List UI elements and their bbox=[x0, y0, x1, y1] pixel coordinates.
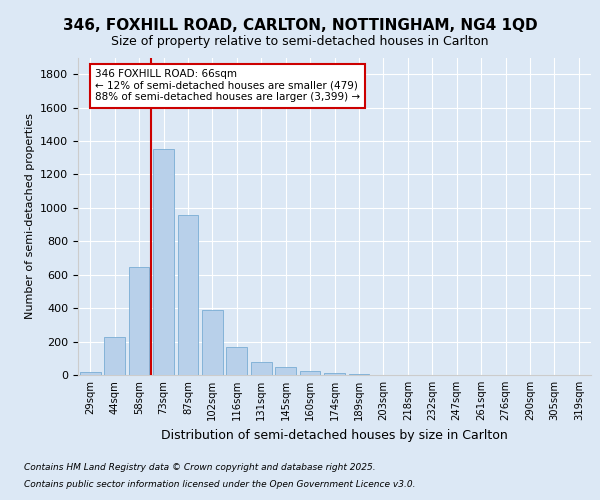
Bar bbox=[202, 310, 223, 375]
Text: 346 FOXHILL ROAD: 66sqm
← 12% of semi-detached houses are smaller (479)
88% of s: 346 FOXHILL ROAD: 66sqm ← 12% of semi-de… bbox=[95, 69, 360, 102]
Bar bbox=[128, 267, 149, 375]
Y-axis label: Number of semi-detached properties: Number of semi-detached properties bbox=[25, 114, 35, 320]
Bar bbox=[275, 366, 296, 375]
Text: 346, FOXHILL ROAD, CARLTON, NOTTINGHAM, NG4 1QD: 346, FOXHILL ROAD, CARLTON, NOTTINGHAM, … bbox=[62, 18, 538, 32]
X-axis label: Distribution of semi-detached houses by size in Carlton: Distribution of semi-detached houses by … bbox=[161, 428, 508, 442]
Text: Contains HM Land Registry data © Crown copyright and database right 2025.: Contains HM Land Registry data © Crown c… bbox=[24, 464, 376, 472]
Text: Size of property relative to semi-detached houses in Carlton: Size of property relative to semi-detach… bbox=[111, 35, 489, 48]
Bar bbox=[178, 216, 199, 375]
Bar bbox=[80, 372, 101, 375]
Bar bbox=[226, 346, 247, 375]
Bar bbox=[153, 150, 174, 375]
Bar bbox=[299, 371, 320, 375]
Bar bbox=[251, 362, 272, 375]
Bar bbox=[349, 374, 370, 375]
Bar bbox=[324, 374, 345, 375]
Text: Contains public sector information licensed under the Open Government Licence v3: Contains public sector information licen… bbox=[24, 480, 415, 489]
Bar bbox=[104, 336, 125, 375]
